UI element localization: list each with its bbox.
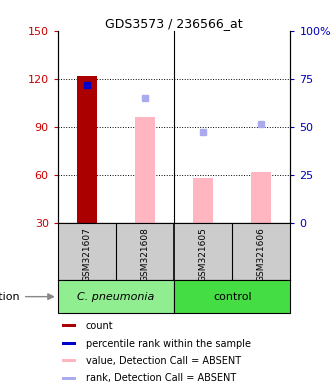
Title: GDS3573 / 236566_at: GDS3573 / 236566_at	[105, 17, 243, 30]
Text: value, Detection Call = ABSENT: value, Detection Call = ABSENT	[86, 356, 241, 366]
Text: rank, Detection Call = ABSENT: rank, Detection Call = ABSENT	[86, 373, 236, 383]
Text: GSM321606: GSM321606	[257, 227, 266, 282]
FancyBboxPatch shape	[174, 280, 290, 313]
Bar	[62, 377, 76, 380]
Text: infection: infection	[0, 291, 20, 302]
Text: count: count	[86, 321, 113, 331]
Bar	[62, 342, 76, 345]
Text: percentile rank within the sample: percentile rank within the sample	[86, 339, 251, 349]
Bar	[62, 359, 76, 362]
Text: control: control	[213, 291, 251, 302]
Bar	[62, 324, 76, 327]
Text: GSM321605: GSM321605	[199, 227, 208, 282]
Bar	[251, 172, 272, 223]
FancyBboxPatch shape	[58, 280, 174, 313]
Bar	[193, 178, 213, 223]
Text: GSM321608: GSM321608	[141, 227, 149, 282]
Bar	[135, 117, 155, 223]
Bar	[77, 76, 97, 223]
Text: GSM321607: GSM321607	[82, 227, 91, 282]
Text: C. pneumonia: C. pneumonia	[77, 291, 154, 302]
